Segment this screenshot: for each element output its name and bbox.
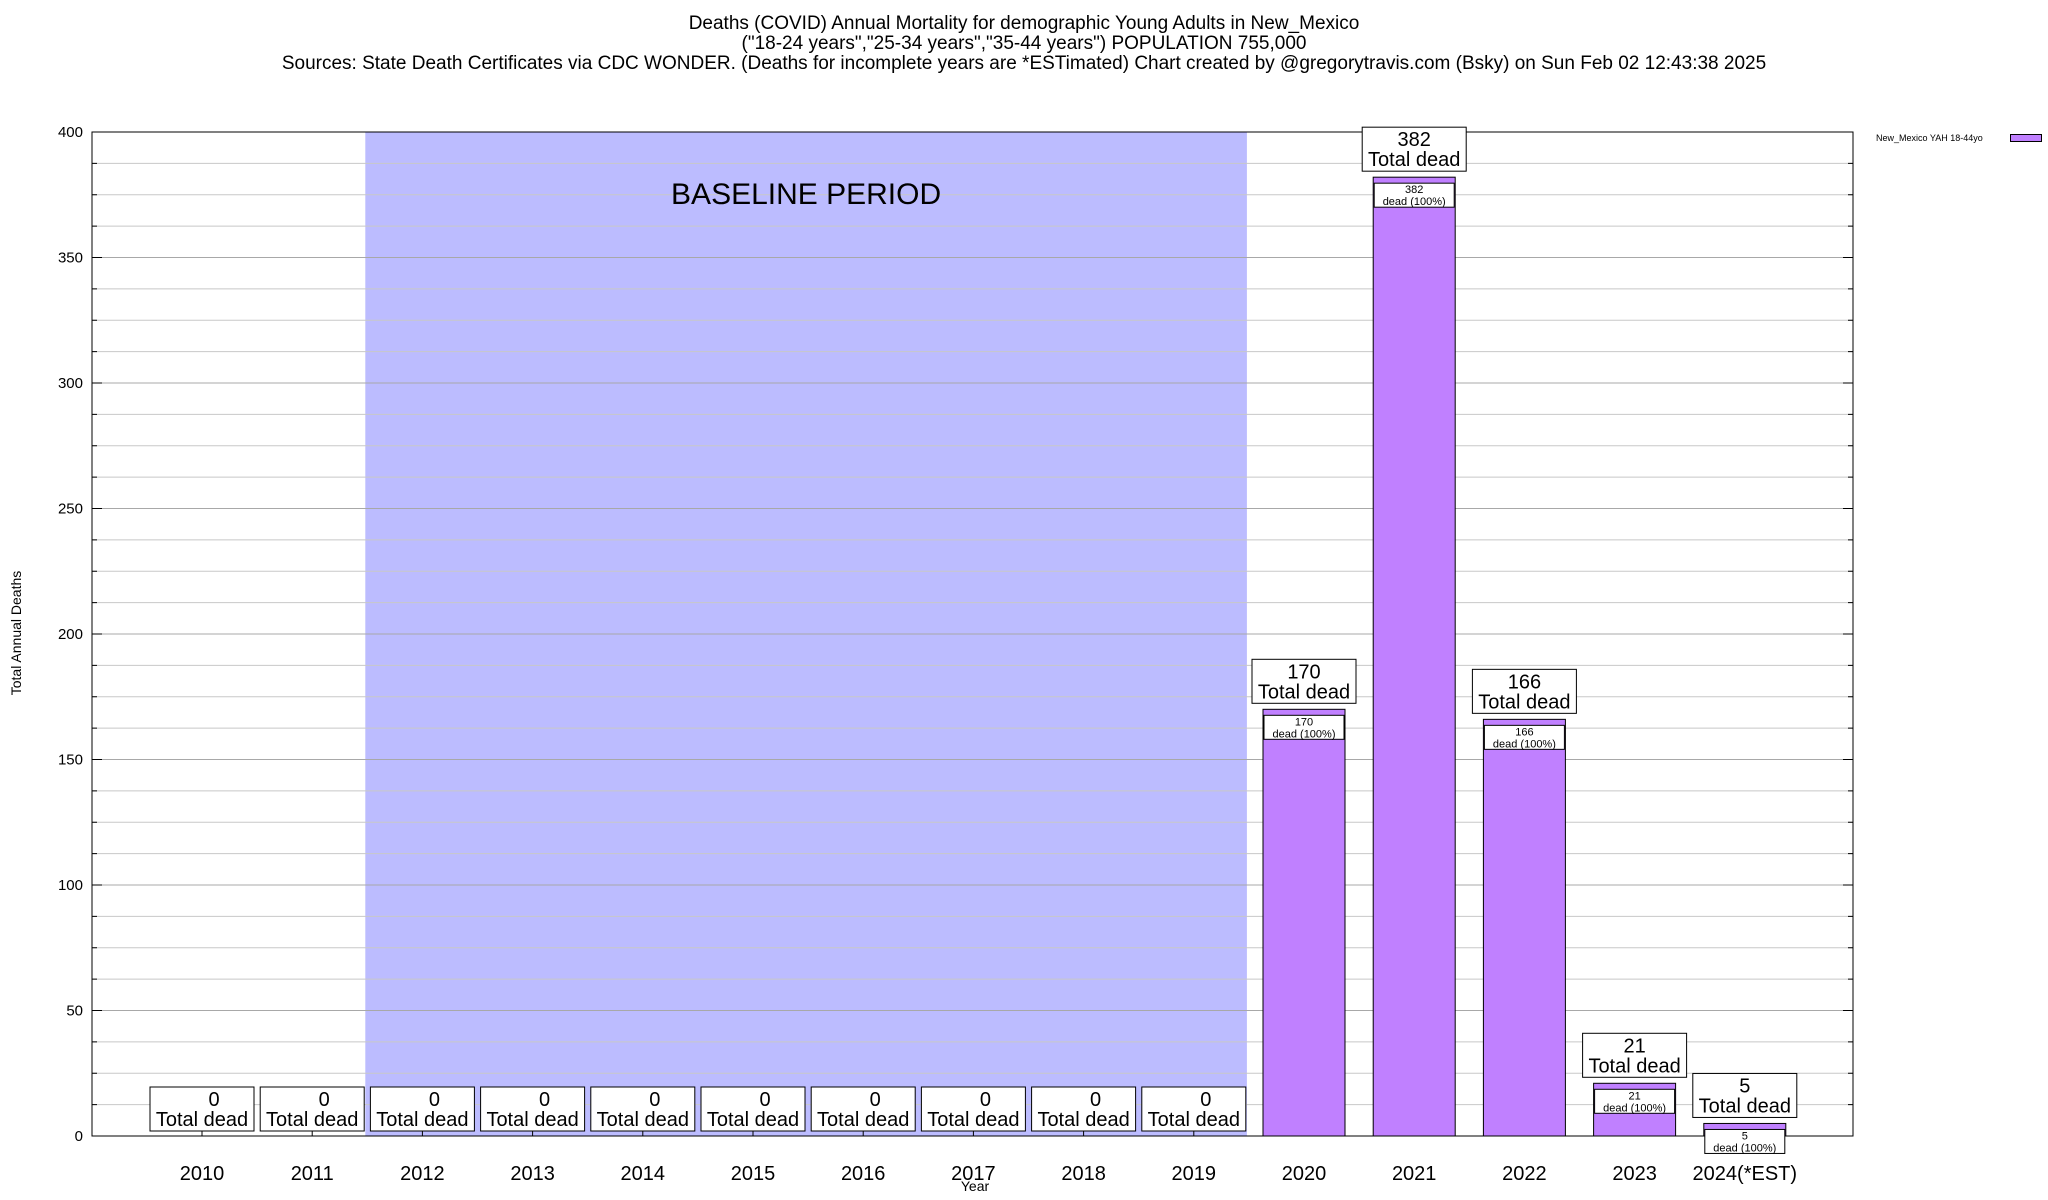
- bar-inner-label-box: [1373, 182, 1455, 208]
- baseline-period-label: BASELINE PERIOD: [671, 178, 941, 211]
- bar-value-label: 0: [1090, 1089, 1101, 1111]
- bar-total-dead-label: Total dead: [1037, 1109, 1129, 1131]
- bar-total-dead-label: Total dead: [376, 1109, 468, 1131]
- bar-total-dead-label: Total dead: [266, 1109, 358, 1131]
- bar-value-label: 0: [208, 1089, 219, 1111]
- bar-value-label: 21: [1623, 1035, 1645, 1057]
- bar-total-dead-label: Total dead: [1699, 1095, 1791, 1117]
- bar-total-label-box: [590, 1086, 696, 1132]
- bar-total-label-box: [1471, 668, 1577, 714]
- legend-swatch: [2010, 134, 2042, 142]
- bar-inner-value: 166: [1515, 726, 1533, 738]
- bar-inner-label-box: [1483, 724, 1565, 750]
- bar-value-label: 0: [759, 1089, 770, 1111]
- bar-inner-value: 382: [1405, 184, 1423, 196]
- bar-inner-percent: dead (100%): [1713, 1142, 1776, 1154]
- bar-total-label-box: [700, 1086, 806, 1132]
- x-tick-label: 2020: [1282, 1163, 1327, 1185]
- x-tick-label: 2015: [731, 1163, 776, 1185]
- x-tick-label: 2017: [951, 1163, 996, 1185]
- x-tick-label: 2014: [621, 1163, 666, 1185]
- x-tick-label: 2021: [1392, 1163, 1437, 1185]
- y-tick-label: 50: [66, 1003, 83, 1020]
- bar-total-label-box: [1361, 126, 1467, 172]
- bar-total-dead-label: Total dead: [707, 1109, 799, 1131]
- bar-total-label-box: [369, 1086, 475, 1132]
- legend-label: New_Mexico YAH 18-44yo: [1876, 133, 1983, 143]
- y-tick-label: 400: [58, 124, 83, 141]
- x-tick-label: 2024(*EST): [1693, 1163, 1798, 1185]
- bar-value-label: 166: [1508, 671, 1541, 693]
- bar-inner-value: 170: [1295, 716, 1313, 728]
- bar-total-dead-label: Total dead: [817, 1109, 909, 1131]
- bar-value-label: 0: [319, 1089, 330, 1111]
- bar: [1262, 708, 1346, 1137]
- x-tick-label: 2022: [1502, 1163, 1547, 1185]
- bar-total-dead-label: Total dead: [486, 1109, 578, 1131]
- x-tick-label: 2023: [1612, 1163, 1657, 1185]
- bar-total-dead-label: Total dead: [1588, 1055, 1680, 1077]
- bar-inner-label-box: [1263, 714, 1345, 740]
- bar-inner-label-box: [1704, 1128, 1786, 1154]
- chart-subtitle: ("18-24 years","25-34 years","35-44 year…: [741, 33, 1307, 54]
- y-tick-label: 350: [58, 250, 83, 267]
- bar-total-label-box: [810, 1086, 916, 1132]
- x-tick-label: 2012: [400, 1163, 445, 1185]
- bar-value-label: 0: [429, 1089, 440, 1111]
- y-tick-label: 300: [58, 375, 83, 392]
- bar-inner-value: 5: [1742, 1130, 1748, 1142]
- bar-value-label: 0: [539, 1089, 550, 1111]
- bar-total-label-box: [1141, 1086, 1247, 1132]
- bar-value-label: 5: [1739, 1075, 1750, 1097]
- x-tick-label: 2018: [1061, 1163, 1106, 1185]
- bar-total-label-box: [920, 1086, 1026, 1132]
- x-tick-label: 2010: [180, 1163, 225, 1185]
- bar-total-label-box: [259, 1086, 365, 1132]
- x-axis-label: Year: [960, 1178, 990, 1194]
- bar-total-label-box: [480, 1086, 586, 1132]
- bar-total-dead-label: Total dead: [597, 1109, 689, 1131]
- bar-inner-value: 21: [1628, 1090, 1640, 1102]
- y-tick-label: 0: [75, 1128, 83, 1145]
- bar-total-dead-label: Total dead: [927, 1109, 1019, 1131]
- bar-value-label: 170: [1287, 661, 1320, 683]
- x-tick-label: 2013: [510, 1163, 555, 1185]
- y-tick-label: 150: [58, 752, 83, 769]
- bar-total-label-box: [149, 1086, 255, 1132]
- x-tick-label: 2019: [1172, 1163, 1217, 1185]
- bar-value-label: 0: [1200, 1089, 1211, 1111]
- bar-inner-percent: dead (100%): [1493, 738, 1556, 750]
- bar-inner-percent: dead (100%): [1273, 728, 1336, 740]
- bar-total-label-box: [1692, 1072, 1798, 1118]
- bar: [1372, 176, 1456, 1137]
- bar-total-label-box: [1031, 1086, 1137, 1132]
- chart-sources: Sources: State Death Certificates via CD…: [281, 53, 1767, 74]
- y-axis-label: Total Annual Deaths: [8, 570, 24, 696]
- bar-total-dead-label: Total dead: [1478, 691, 1570, 713]
- bar-value-label: 0: [980, 1089, 991, 1111]
- bar-inner-percent: dead (100%): [1603, 1102, 1666, 1114]
- x-tick-label: 2011: [291, 1163, 334, 1185]
- x-tick-label: 2016: [841, 1163, 886, 1185]
- bar-total-label-box: [1582, 1032, 1688, 1078]
- bar-total-dead-label: Total dead: [1368, 149, 1460, 171]
- bar-value-label: 0: [649, 1089, 660, 1111]
- y-tick-label: 100: [58, 877, 83, 894]
- bar-inner-percent: dead (100%): [1383, 196, 1446, 208]
- y-tick-label: 250: [58, 501, 83, 518]
- y-tick-label: 200: [58, 626, 83, 643]
- chart-title: Deaths (COVID) Annual Mortality for demo…: [688, 13, 1360, 34]
- bar-value-label: 382: [1398, 129, 1431, 151]
- bar-total-dead-label: Total dead: [1258, 681, 1350, 703]
- bar-total-label-box: [1251, 658, 1357, 704]
- bar-inner-label-box: [1594, 1088, 1676, 1114]
- bar: [1482, 718, 1566, 1137]
- bar-total-dead-label: Total dead: [156, 1109, 248, 1131]
- bar-value-label: 0: [870, 1089, 881, 1111]
- bar-total-dead-label: Total dead: [1148, 1109, 1240, 1131]
